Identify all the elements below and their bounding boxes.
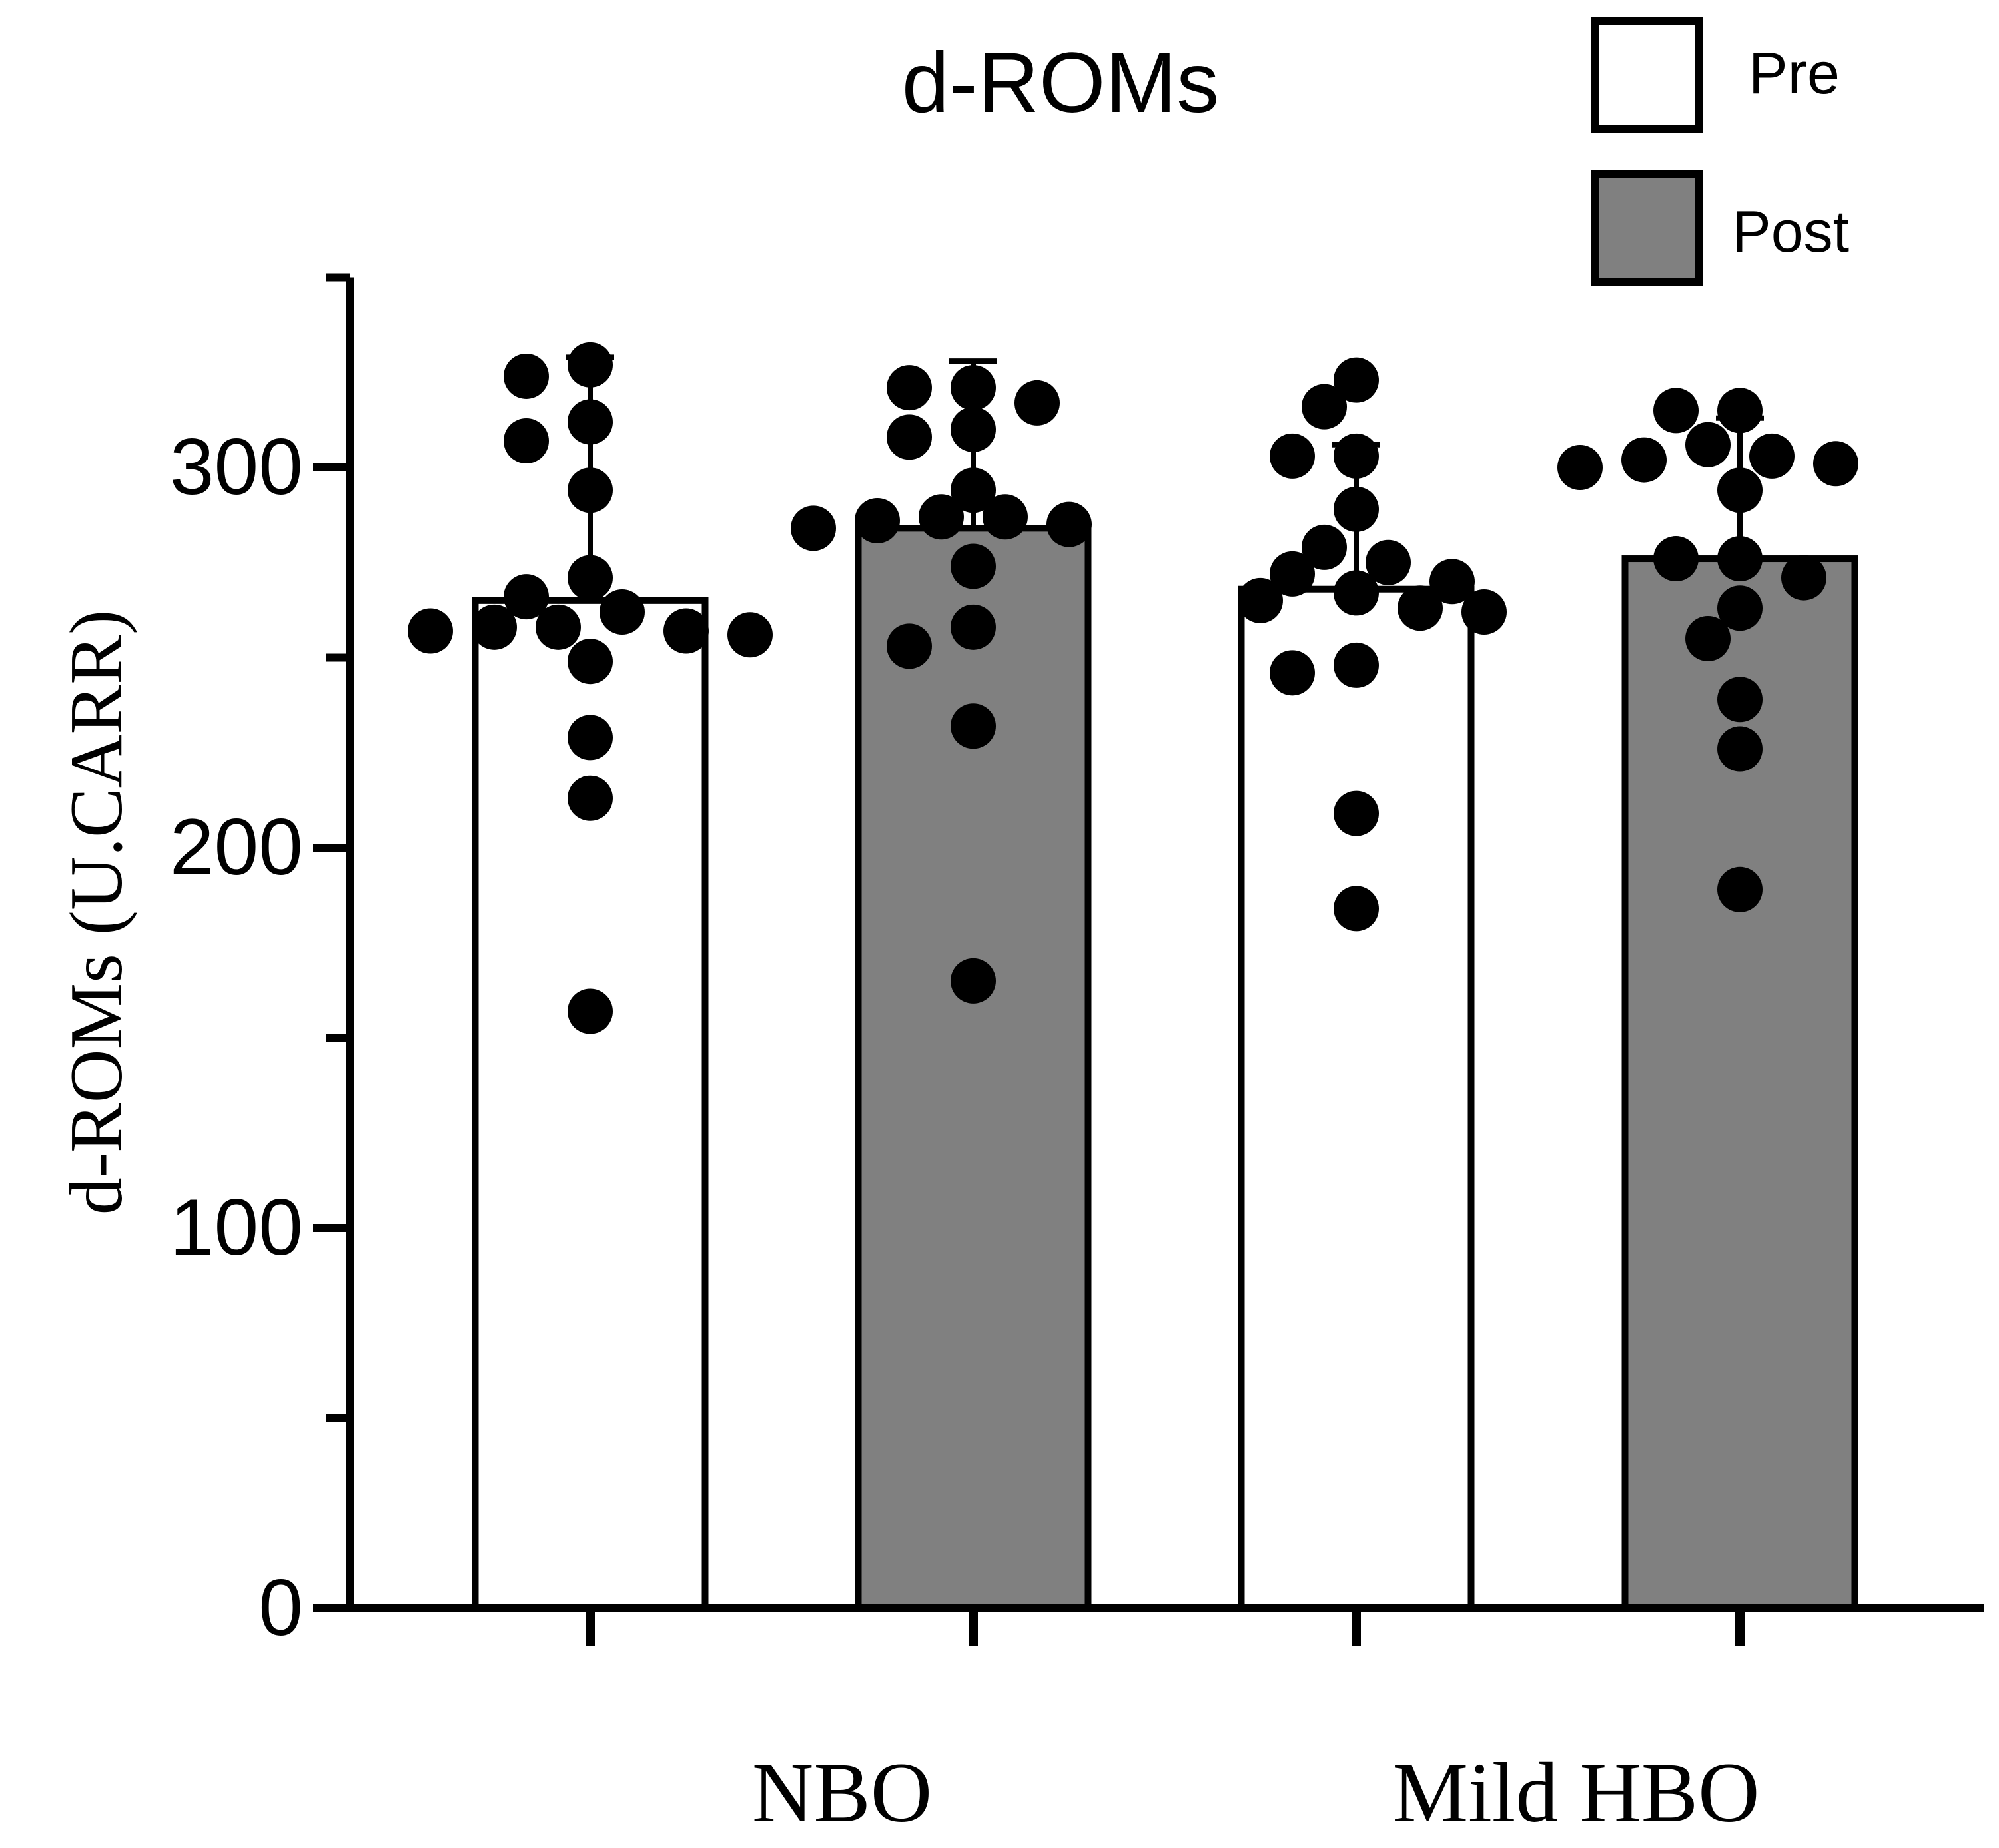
- data-point-mild-hbo-pre: [1429, 559, 1475, 605]
- data-point-mild-hbo-pre: [1270, 551, 1315, 597]
- data-point-mild-hbo-pre: [1302, 384, 1347, 430]
- data-point-nbo-pre: [568, 715, 613, 761]
- data-point-mild-hbo-pre: [1398, 585, 1443, 631]
- data-point-nbo-post: [919, 494, 964, 540]
- data-point-mild-hbo-pre: [1334, 642, 1379, 688]
- data-point-nbo-pre: [727, 612, 773, 658]
- data-point-nbo-pre: [504, 353, 549, 399]
- y-tick-label: 200: [170, 802, 303, 892]
- data-point-nbo-pre: [568, 399, 613, 445]
- data-point-mild-hbo-post: [1813, 441, 1858, 487]
- data-point-nbo-pre: [568, 467, 613, 513]
- data-point-mild-hbo-post: [1717, 536, 1763, 582]
- data-point-mild-hbo-pre: [1238, 577, 1283, 623]
- data-point-nbo-post: [951, 467, 996, 513]
- data-point-mild-hbo-post: [1717, 388, 1763, 434]
- data-point-nbo-pre: [472, 604, 517, 650]
- data-point-mild-hbo-post: [1621, 437, 1667, 483]
- data-point-nbo-post: [951, 543, 996, 589]
- x-group-label-mild-hbo: Mild HBO: [1392, 1745, 1759, 1840]
- data-point-nbo-post: [951, 958, 996, 1004]
- data-point-mild-hbo-pre: [1334, 433, 1379, 479]
- x-group-label-nbo: NBO: [752, 1745, 932, 1840]
- data-point-nbo-pre: [568, 342, 613, 388]
- data-point-nbo-pre: [568, 639, 613, 685]
- data-point-mild-hbo-post: [1685, 615, 1731, 661]
- data-point-nbo-pre: [568, 775, 613, 821]
- data-point-mild-hbo-pre: [1270, 433, 1315, 479]
- data-point-nbo-post: [887, 365, 932, 411]
- data-point-mild-hbo-pre: [1302, 524, 1347, 570]
- data-point-mild-hbo-post: [1557, 445, 1603, 490]
- data-point-mild-hbo-pre: [1334, 886, 1379, 932]
- data-point-mild-hbo-post: [1653, 536, 1699, 582]
- data-point-nbo-post: [791, 505, 836, 551]
- y-tick-label: 0: [258, 1563, 303, 1652]
- bar-nbo-pre: [472, 597, 709, 1612]
- data-point-nbo-post: [951, 703, 996, 749]
- data-point-nbo-pre: [568, 988, 613, 1034]
- legend-swatch-pre: [1591, 17, 1703, 133]
- data-point-nbo-post: [983, 494, 1028, 540]
- data-point-nbo-post: [887, 414, 932, 460]
- y-axis-label: d-ROMs (U.CARR): [55, 610, 138, 1215]
- ticks-layer: 0 100 200 300: [170, 273, 1745, 1652]
- legend: Pre Post: [1591, 17, 1849, 286]
- data-point-nbo-post: [855, 497, 900, 543]
- points-layer: [408, 342, 1858, 1034]
- y-tick-label: 300: [170, 422, 303, 511]
- data-point-nbo-pre: [568, 555, 613, 601]
- data-point-mild-hbo-post: [1717, 467, 1763, 513]
- data-point-nbo-post: [951, 604, 996, 650]
- data-point-nbo-post: [1046, 501, 1092, 547]
- data-point-mild-hbo-pre: [1334, 570, 1379, 616]
- data-point-mild-hbo-post: [1749, 433, 1795, 479]
- data-point-nbo-pre: [504, 574, 549, 620]
- data-point-nbo-pre: [504, 418, 549, 464]
- legend-label-pre: Pre: [1749, 40, 1840, 106]
- legend-label-post: Post: [1732, 198, 1849, 264]
- data-point-nbo-post: [1014, 380, 1060, 426]
- data-point-nbo-pre: [663, 608, 709, 654]
- data-point-nbo-post: [951, 365, 996, 411]
- data-point-mild-hbo-pre: [1334, 357, 1379, 403]
- data-point-nbo-pre: [600, 589, 645, 635]
- data-point-nbo-post: [951, 406, 996, 452]
- data-point-nbo-post: [887, 623, 932, 669]
- legend-swatch-post: [1591, 170, 1703, 286]
- data-point-mild-hbo-pre: [1270, 650, 1315, 696]
- data-point-mild-hbo-post: [1781, 555, 1826, 601]
- y-tick-label: 100: [170, 1183, 303, 1272]
- data-point-nbo-pre: [408, 608, 453, 654]
- data-point-mild-hbo-pre: [1334, 486, 1379, 532]
- data-point-mild-hbo-post: [1653, 388, 1699, 434]
- data-point-mild-hbo-pre: [1461, 589, 1507, 635]
- bar-nbo-post: [855, 525, 1092, 1612]
- data-point-mild-hbo-post: [1717, 585, 1763, 631]
- bar-mild-hbo-pre: [1238, 585, 1475, 1612]
- data-point-mild-hbo-post: [1717, 866, 1763, 912]
- bars-layer: [472, 525, 1858, 1612]
- data-point-mild-hbo-post: [1717, 726, 1763, 772]
- data-point-mild-hbo-pre: [1334, 790, 1379, 836]
- data-point-mild-hbo-post: [1717, 677, 1763, 723]
- chart-title: d-ROMs: [902, 35, 1219, 131]
- data-point-mild-hbo-pre: [1366, 539, 1411, 585]
- data-point-nbo-pre: [536, 604, 581, 650]
- data-point-mild-hbo-post: [1685, 422, 1731, 467]
